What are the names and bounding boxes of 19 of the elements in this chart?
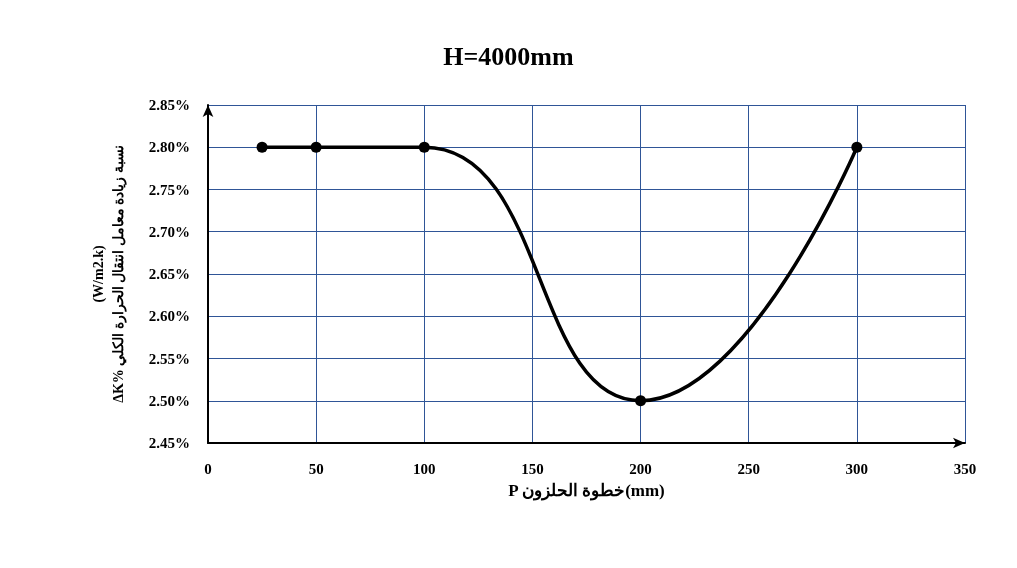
x-tick-label: 350 (953, 460, 977, 477)
x-tick-label: 100 (413, 460, 436, 477)
y-tick-label: 2.65% (148, 266, 190, 282)
y-tick-label: 2.75% (148, 181, 190, 198)
x-tick-label: 300 (845, 460, 869, 477)
x-tick-label: 50 (308, 460, 324, 477)
x-tick-label: 200 (629, 460, 652, 477)
y-tick-label: 2.55% (148, 350, 190, 367)
y-tick-label: 2.70% (148, 223, 190, 240)
y-tick-label: 2.85% (148, 97, 190, 113)
x-tick-label: 150 (521, 460, 544, 477)
y-tick-label: 2.50% (148, 392, 190, 409)
x-tick-label: 250 (737, 460, 760, 477)
y-tick-label: 2.80% (148, 139, 190, 156)
y-tick-label: 2.60% (148, 308, 190, 325)
x-tick-label: 0 (204, 460, 212, 477)
chart-title: H=4000mm (443, 41, 575, 71)
x-axis-title: P خطوة الحلزون(mm) (508, 481, 665, 502)
y-tick-label: 2.45% (148, 435, 190, 451)
